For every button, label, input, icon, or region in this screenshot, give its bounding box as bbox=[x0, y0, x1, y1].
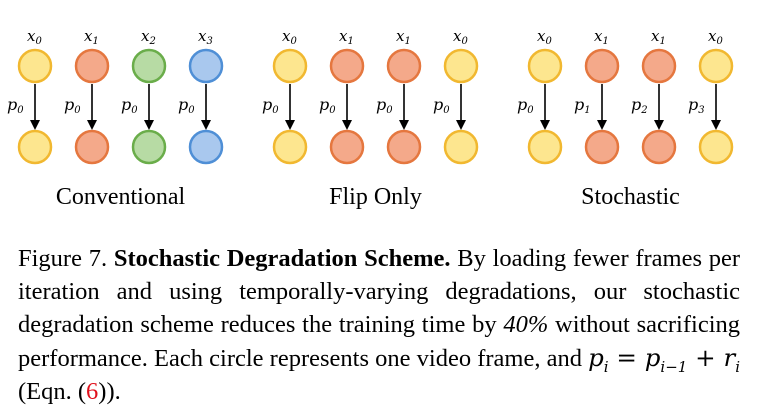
panel-label: Conventional bbox=[56, 184, 186, 210]
degradation-label: p2 bbox=[631, 95, 648, 116]
frame-label: x2 bbox=[141, 27, 156, 47]
panel-label: Flip Only bbox=[329, 184, 422, 210]
input-frame-circle bbox=[443, 48, 479, 84]
caption-eqn-close: )). bbox=[98, 378, 121, 405]
caption-percent: 40% bbox=[503, 311, 549, 338]
degradation-scheme-diagram: x0 p0 x1 p0 x2 p0 x3 p0 Conventional x0 p0 x1 p0 x1 p0… bbox=[7, 27, 734, 210]
figure-caption: Figure 7. Stochastic Degradation Scheme.… bbox=[18, 242, 740, 408]
frame-label: x1 bbox=[339, 27, 354, 47]
input-frame-circle bbox=[698, 48, 734, 84]
input-frame-circle bbox=[74, 48, 110, 84]
caption-body-2: without sacrificing performance. Each ci… bbox=[18, 311, 741, 372]
frame-label: x0 bbox=[282, 27, 297, 47]
panel-conventional: x0 p0 x1 p0 x2 p0 x3 p0 Conventional bbox=[7, 27, 224, 210]
degraded-frame-circle bbox=[527, 129, 563, 165]
degradation-label: p0 bbox=[319, 95, 336, 116]
panel-label: Stochastic bbox=[581, 184, 680, 210]
degradation-label: p0 bbox=[262, 95, 279, 116]
degradation-label: p0 bbox=[178, 95, 195, 116]
caption-prefix: Figure 7. bbox=[18, 245, 108, 272]
input-frame-circle bbox=[131, 48, 167, 84]
degradation-label: p3 bbox=[688, 95, 705, 116]
input-frame-circle bbox=[584, 48, 620, 84]
frame-label: x0 bbox=[708, 27, 723, 47]
degradation-label: p1 bbox=[574, 95, 591, 116]
degradation-label: p0 bbox=[121, 95, 138, 116]
degraded-frame-circle bbox=[329, 129, 365, 165]
caption-equation: pi = pi−1 + ri bbox=[588, 343, 740, 376]
degraded-frame-circle bbox=[131, 129, 167, 165]
caption-title: Stochastic Degradation Scheme. bbox=[113, 245, 451, 272]
frame-label: x0 bbox=[537, 27, 552, 47]
degraded-frame-circle bbox=[641, 129, 677, 165]
degradation-label: p0 bbox=[376, 95, 393, 116]
frame-label: x0 bbox=[27, 27, 42, 47]
frame-label: x3 bbox=[198, 27, 213, 47]
caption-eqn-ref: 6 bbox=[86, 378, 99, 405]
caption-eqn-suffix: (Eqn. ( bbox=[18, 378, 87, 405]
frame-label: x0 bbox=[453, 27, 468, 47]
input-frame-circle bbox=[641, 48, 677, 84]
degraded-frame-circle bbox=[74, 129, 110, 165]
input-frame-circle bbox=[527, 48, 563, 84]
input-frame-circle bbox=[17, 48, 53, 84]
degraded-frame-circle bbox=[272, 129, 308, 165]
caption-body-1: By loading fewer frames per iteration an… bbox=[18, 245, 741, 338]
degradation-label: p0 bbox=[517, 95, 534, 116]
input-frame-circle bbox=[188, 48, 224, 84]
input-frame-circle bbox=[329, 48, 365, 84]
degradation-label: p0 bbox=[64, 95, 81, 116]
degraded-frame-circle bbox=[188, 129, 224, 165]
frame-label: x1 bbox=[396, 27, 411, 47]
degradation-label: p0 bbox=[433, 95, 450, 116]
degraded-frame-circle bbox=[17, 129, 53, 165]
frame-label: x1 bbox=[594, 27, 609, 47]
frame-label: x1 bbox=[651, 27, 666, 47]
input-frame-circle bbox=[272, 48, 308, 84]
degraded-frame-circle bbox=[584, 129, 620, 165]
panel-stochastic: x0 p0 x1 p1 x1 p2 x0 p3 Stochastic bbox=[517, 27, 734, 210]
degraded-frame-circle bbox=[698, 129, 734, 165]
input-frame-circle bbox=[386, 48, 422, 84]
degradation-label: p0 bbox=[7, 95, 24, 116]
frame-label: x1 bbox=[84, 27, 99, 47]
degraded-frame-circle bbox=[443, 129, 479, 165]
degraded-frame-circle bbox=[386, 129, 422, 165]
panel-flip-only: x0 p0 x1 p0 x1 p0 x0 p0 Flip Only bbox=[262, 27, 479, 210]
